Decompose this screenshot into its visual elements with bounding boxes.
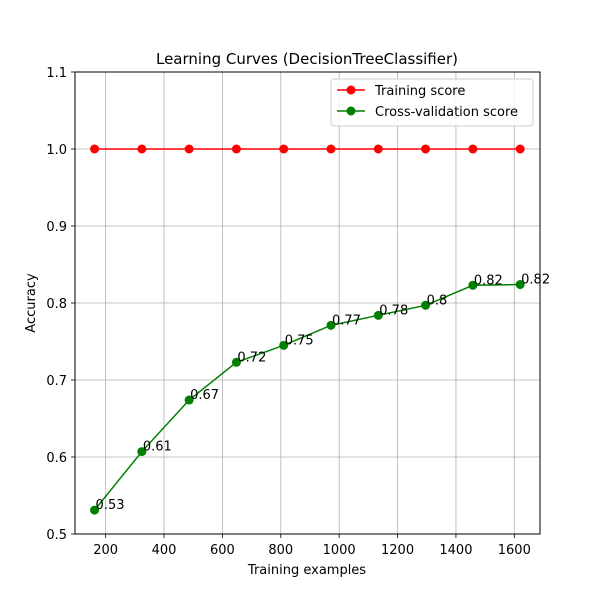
data-label: 0.77 <box>332 313 361 328</box>
data-point <box>421 300 431 310</box>
y-tick-label: 0.8 <box>46 297 67 312</box>
data-point <box>231 357 241 367</box>
legend-box <box>330 78 534 127</box>
data-point <box>468 280 478 290</box>
x-tick-label: 800 <box>268 543 293 558</box>
data-point <box>468 144 478 154</box>
data-label: 0.82 <box>521 273 550 288</box>
data-point <box>515 280 525 290</box>
y-tick-label: 0.5 <box>46 528 67 543</box>
x-tick-label: 1000 <box>323 543 356 558</box>
data-point <box>373 310 383 320</box>
data-point <box>326 144 336 154</box>
y-tick-label: 0.9 <box>46 220 67 235</box>
data-label: 0.82 <box>474 273 503 288</box>
legend-swatch-cv-marker <box>346 106 356 116</box>
data-point <box>279 144 289 154</box>
x-tick-label: 1600 <box>498 543 531 558</box>
data-label: 0.72 <box>237 350 266 365</box>
legend-swatch-training-marker <box>346 85 356 95</box>
chart-title: Learning Curves (DecisionTreeClassifier) <box>156 50 458 68</box>
legend-label-training: Training score <box>374 84 465 99</box>
plot-frame <box>74 71 541 535</box>
data-point <box>231 144 241 154</box>
x-tick-label: 400 <box>152 543 177 558</box>
data-point <box>137 447 147 457</box>
y-axis-label: Accuracy <box>24 273 39 333</box>
series-line-1 <box>93 283 521 511</box>
legend: Training score Cross-validation score <box>330 78 534 127</box>
x-axis-ticks: 200 400 600 800 1000 1200 1400 1600 <box>93 534 531 558</box>
data-point <box>184 144 194 154</box>
legend-label-cv: Cross-validation score <box>375 105 518 120</box>
x-tick-label: 600 <box>210 543 235 558</box>
data-label: 0.75 <box>285 333 314 348</box>
data-point <box>373 144 383 154</box>
y-tick-label: 1.1 <box>46 66 67 81</box>
data-label: 0.8 <box>427 293 448 308</box>
data-point <box>90 144 100 154</box>
data-label: 0.61 <box>143 440 172 455</box>
y-axis-ticks: 0.5 0.6 0.7 0.8 0.9 1.0 1.1 <box>46 66 75 543</box>
data-point <box>184 395 194 405</box>
data-point <box>515 144 525 154</box>
data-point <box>137 144 147 154</box>
data-label: 0.78 <box>379 303 408 318</box>
data-point <box>421 144 431 154</box>
series-layer <box>90 144 525 515</box>
x-axis-label: Training examples <box>247 563 366 578</box>
data-labels: 0.53 0.61 0.67 0.72 0.75 0.77 0.78 0.8 0.82 0.82 <box>96 273 551 514</box>
data-point <box>90 505 100 515</box>
data-label: 0.67 <box>190 388 219 403</box>
y-tick-label: 0.6 <box>46 451 67 466</box>
x-tick-label: 1400 <box>439 543 472 558</box>
x-tick-label: 200 <box>93 543 118 558</box>
data-point <box>326 320 336 330</box>
data-label: 0.53 <box>96 498 125 513</box>
y-tick-label: 1.0 <box>46 143 67 158</box>
data-point <box>279 340 289 350</box>
x-tick-label: 1200 <box>381 543 414 558</box>
y-tick-label: 0.7 <box>46 374 67 389</box>
